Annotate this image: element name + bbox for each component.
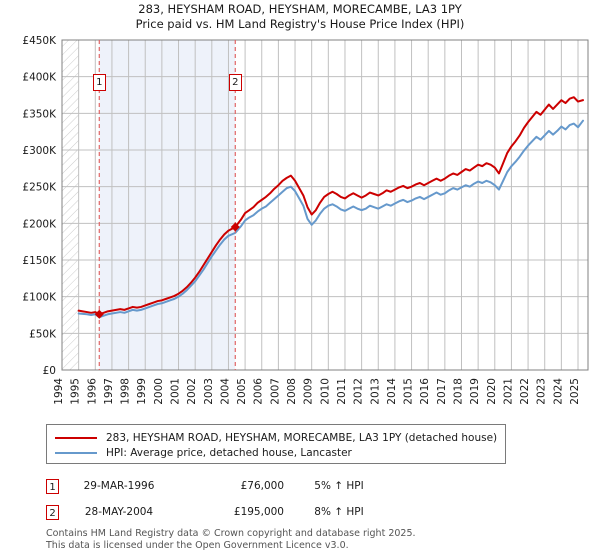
svg-text:2002: 2002	[186, 378, 198, 405]
svg-text:2019: 2019	[469, 378, 481, 405]
svg-text:2006: 2006	[253, 378, 265, 405]
series-line	[77, 119, 585, 319]
svg-text:2010: 2010	[319, 378, 331, 405]
svg-text:£150K: £150K	[22, 255, 57, 267]
svg-text:£450K: £450K	[22, 35, 57, 47]
svg-text:2001: 2001	[170, 378, 182, 405]
svg-text:2023: 2023	[536, 378, 548, 405]
page-title: 283, HEYSHAM ROAD, HEYSHAM, MORECAMBE, L…	[0, 2, 600, 32]
svg-text:2000: 2000	[153, 378, 165, 405]
legend-label-property: 283, HEYSHAM ROAD, HEYSHAM, MORECAMBE, L…	[106, 431, 498, 444]
svg-text:£200K: £200K	[22, 218, 57, 230]
svg-text:2004: 2004	[219, 378, 231, 405]
sale-point-marker	[230, 222, 240, 232]
svg-text:2003: 2003	[203, 378, 215, 405]
svg-text:2008: 2008	[286, 378, 298, 405]
svg-text:£100K: £100K	[22, 292, 57, 304]
svg-text:2012: 2012	[353, 378, 365, 405]
svg-text:2007: 2007	[269, 378, 281, 405]
svg-text:2016: 2016	[419, 378, 431, 405]
svg-text:2020: 2020	[486, 378, 498, 405]
svg-text:1999: 1999	[136, 378, 148, 405]
svg-text:2011: 2011	[336, 378, 348, 405]
transaction-date: 28-MAY-2004	[84, 506, 154, 518]
svg-text:£250K: £250K	[22, 182, 57, 194]
svg-text:2015: 2015	[403, 378, 415, 405]
series-line	[77, 96, 585, 316]
transaction-price: £76,000	[240, 480, 284, 492]
legend-item-hpi: HPI: Average price, detached house, Lanc…	[55, 445, 497, 460]
ownership-band	[99, 40, 236, 370]
svg-text:2022: 2022	[519, 378, 531, 405]
chart-marker-2: 2	[228, 74, 242, 91]
svg-text:2009: 2009	[303, 378, 315, 405]
table-row: 2 28-MAY-2004 £195,000 8% ↑ HPI	[46, 499, 516, 525]
svg-text:1998: 1998	[120, 378, 132, 405]
svg-text:2005: 2005	[236, 378, 248, 405]
legend-label-hpi: HPI: Average price, detached house, Lanc…	[106, 446, 352, 459]
title-line-1: 283, HEYSHAM ROAD, HEYSHAM, MORECAMBE, L…	[138, 2, 462, 16]
svg-text:2021: 2021	[502, 378, 514, 405]
footer-attribution: Contains HM Land Registry data © Crown c…	[46, 528, 586, 551]
transaction-price: £195,000	[233, 506, 284, 518]
svg-text:1997: 1997	[103, 378, 115, 405]
no-data-hatch	[62, 40, 79, 370]
sale-point-marker	[94, 309, 104, 319]
transaction-hpi-delta: 8% ↑ HPI	[314, 506, 364, 518]
chart-legend: 283, HEYSHAM ROAD, HEYSHAM, MORECAMBE, L…	[46, 424, 506, 464]
transaction-hpi-delta: 5% ↑ HPI	[314, 480, 364, 492]
svg-text:£0: £0	[43, 365, 56, 377]
svg-text:1995: 1995	[70, 378, 82, 405]
svg-text:£350K: £350K	[22, 108, 57, 120]
svg-text:1994: 1994	[53, 378, 65, 405]
svg-text:2025: 2025	[569, 378, 581, 405]
transaction-marker-1: 1	[46, 478, 59, 494]
svg-text:1996: 1996	[86, 378, 98, 405]
transactions-table: 1 29-MAR-1996 £76,000 5% ↑ HPI 2 28-MAY-…	[46, 473, 516, 525]
svg-text:2013: 2013	[369, 378, 381, 405]
svg-text:2024: 2024	[552, 378, 564, 405]
svg-text:2017: 2017	[436, 378, 448, 405]
title-line-2: Price paid vs. HM Land Registry's House …	[135, 17, 465, 31]
table-row: 1 29-MAR-1996 £76,000 5% ↑ HPI	[46, 473, 516, 499]
transaction-date: 29-MAR-1996	[83, 480, 155, 492]
footer-line-1: Contains HM Land Registry data © Crown c…	[46, 528, 416, 539]
svg-text:2014: 2014	[386, 378, 398, 405]
svg-text:£400K: £400K	[22, 72, 57, 84]
footer-line-2: This data is licensed under the Open Gov…	[46, 539, 349, 551]
svg-text:£300K: £300K	[22, 145, 57, 157]
svg-text:£50K: £50K	[29, 328, 57, 340]
chart-marker-1: 1	[92, 74, 106, 91]
legend-item-property: 283, HEYSHAM ROAD, HEYSHAM, MORECAMBE, L…	[55, 430, 497, 445]
price-chart: £0 £50K £100K £150K £200K £250K £300K £350K £400…	[22, 35, 589, 405]
transaction-marker-2: 2	[46, 504, 59, 520]
legend-swatch-hpi	[55, 451, 97, 454]
svg-text:2018: 2018	[452, 378, 464, 405]
legend-swatch-property	[55, 436, 97, 439]
